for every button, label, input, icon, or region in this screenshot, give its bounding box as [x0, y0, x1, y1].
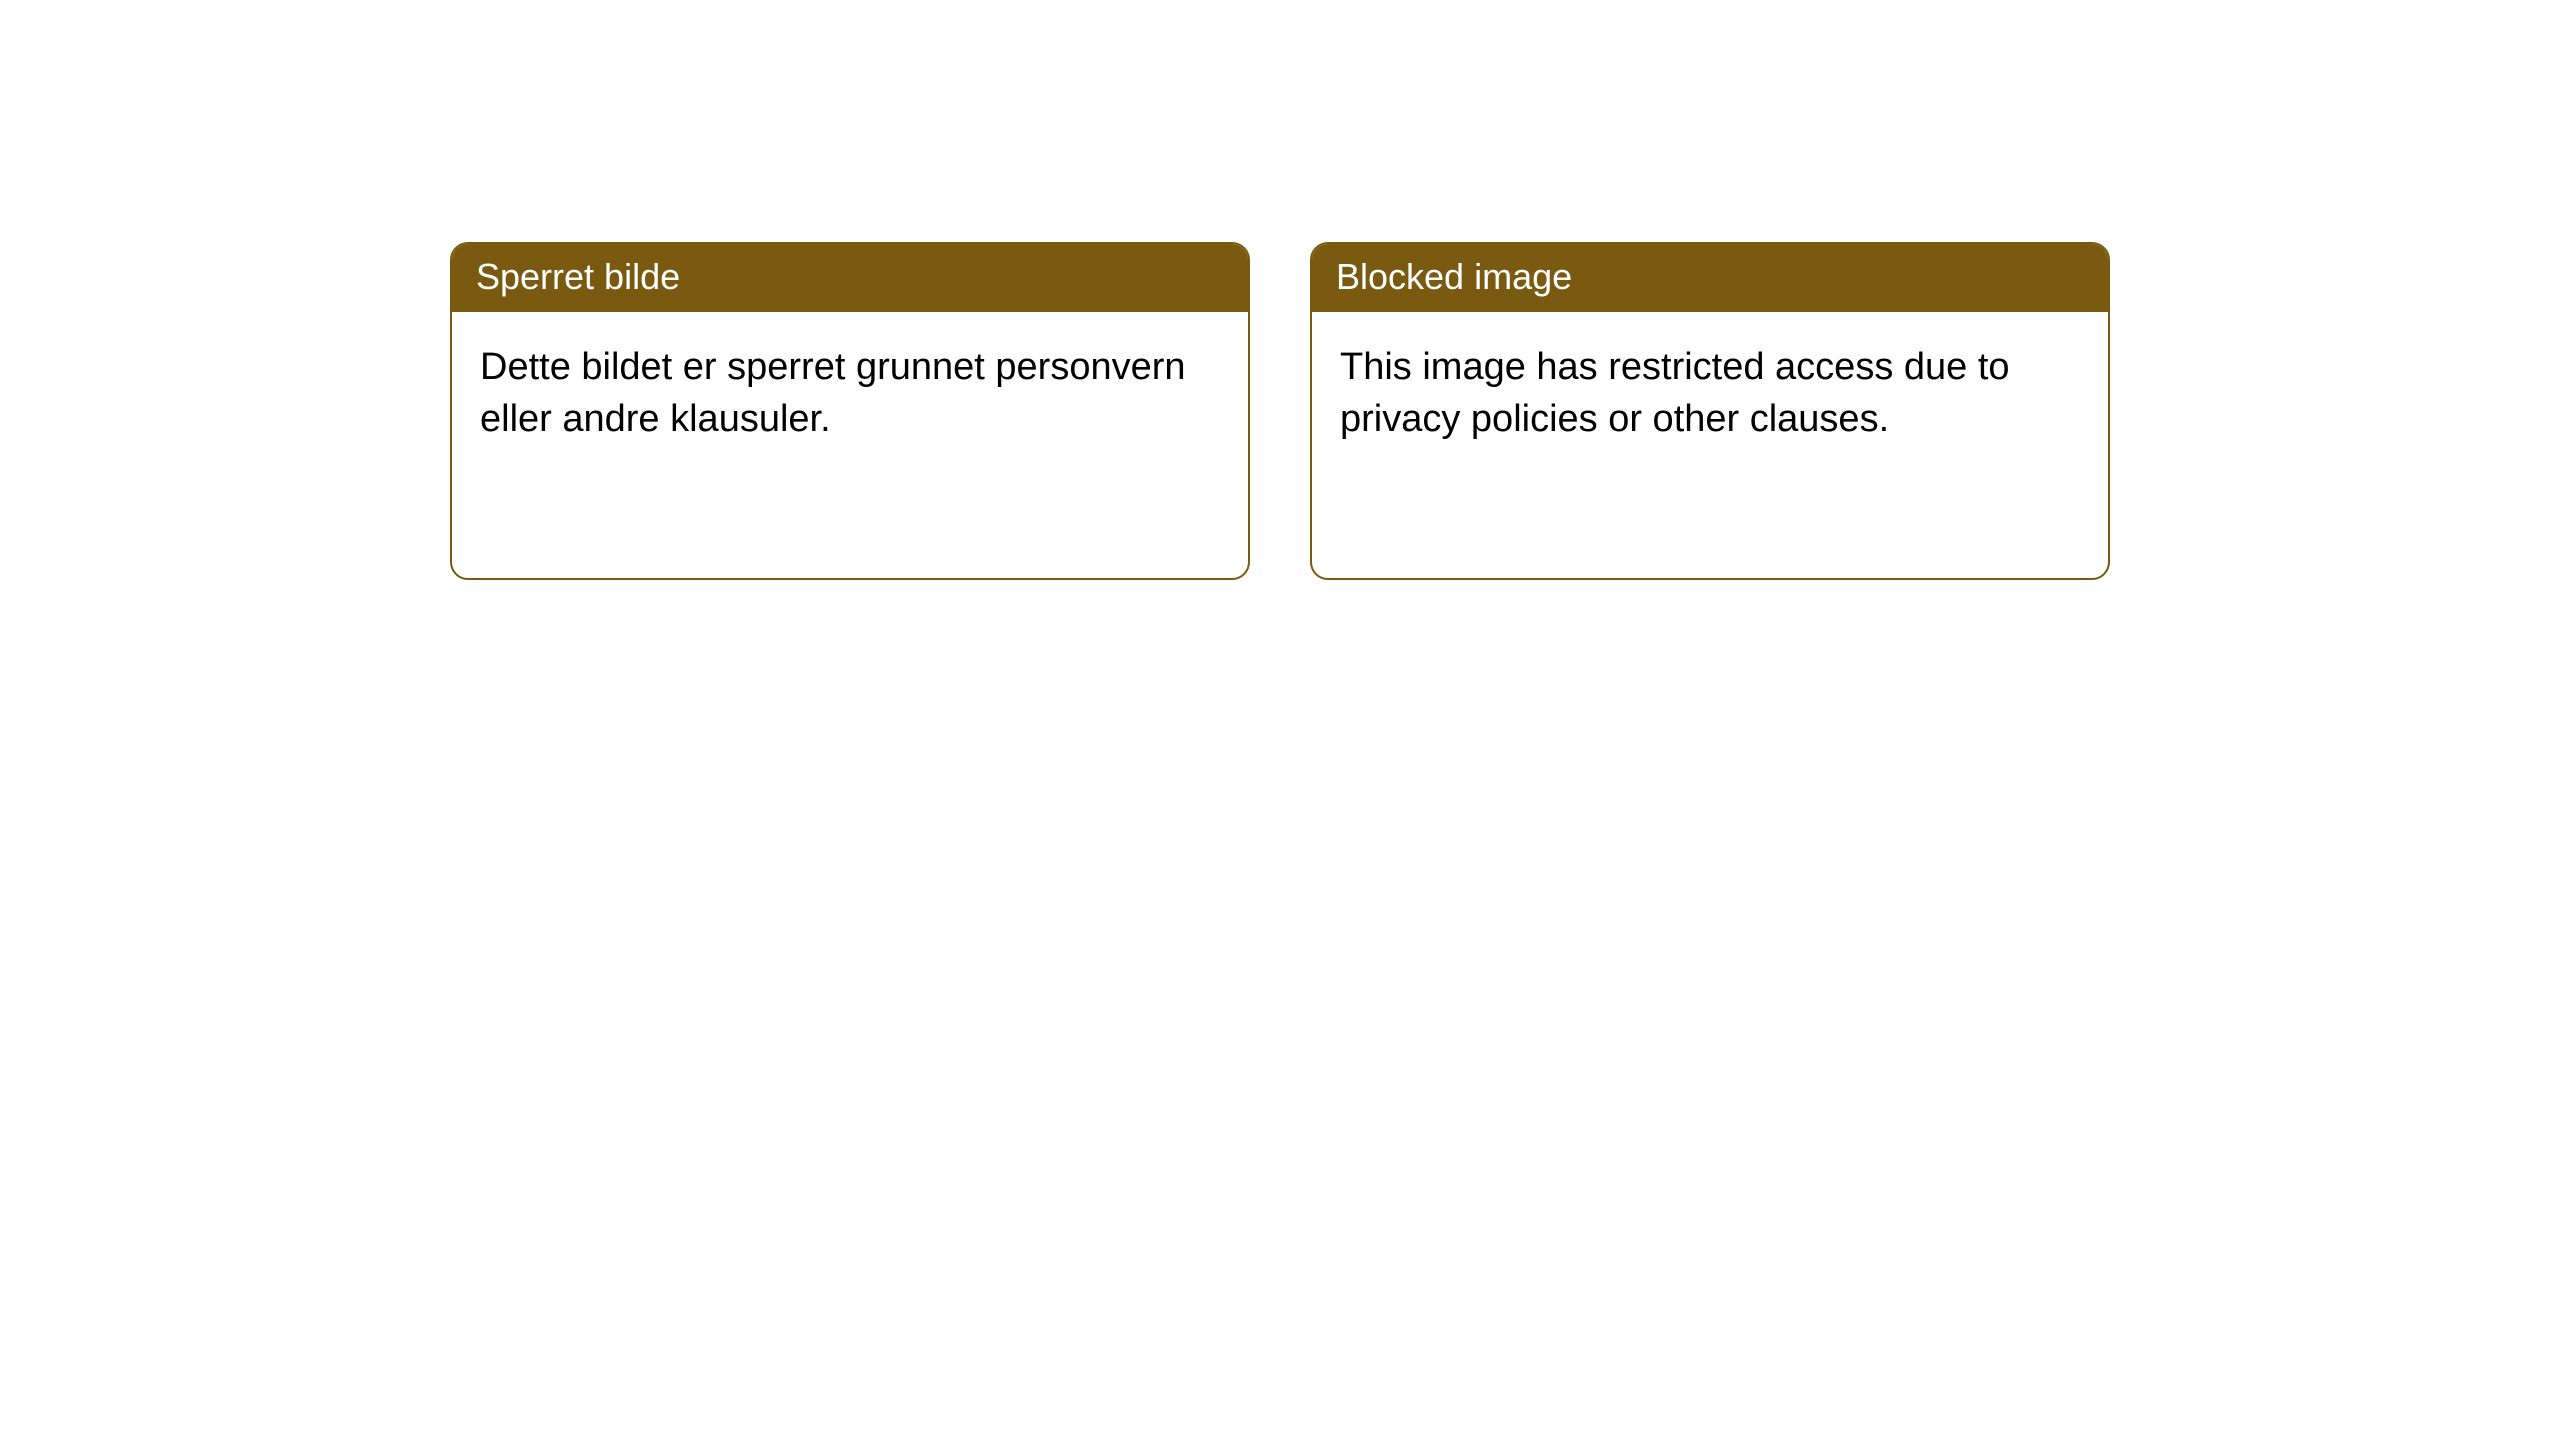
- notice-header-english: Blocked image: [1312, 244, 2108, 312]
- notice-container: Sperret bilde Dette bildet er sperret gr…: [450, 242, 2110, 580]
- notice-card-english: Blocked image This image has restricted …: [1310, 242, 2110, 580]
- notice-header-norwegian: Sperret bilde: [452, 244, 1248, 312]
- notice-body-norwegian: Dette bildet er sperret grunnet personve…: [452, 312, 1248, 578]
- notice-body-english: This image has restricted access due to …: [1312, 312, 2108, 578]
- notice-card-norwegian: Sperret bilde Dette bildet er sperret gr…: [450, 242, 1250, 580]
